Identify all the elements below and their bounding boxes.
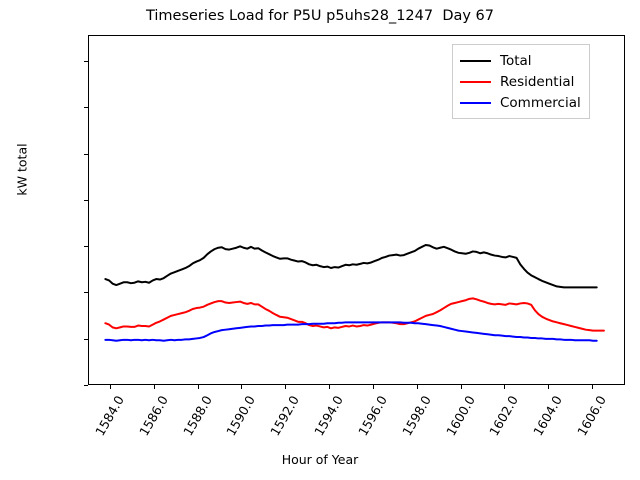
chart-title: Timeseries Load for P5U p5uhs28_1247 Day… (145, 8, 495, 24)
x-tick-mark (372, 385, 374, 389)
x-tick-mark (153, 385, 155, 389)
legend-item-residential[interactable]: Residential (460, 71, 581, 92)
series-line-total (105, 245, 596, 287)
x-tick-mark (329, 385, 331, 389)
legend: Total Residential Commercial (452, 44, 590, 119)
y-tick-mark (84, 292, 88, 294)
legend-label: Total (500, 52, 532, 69)
y-tick-mark (84, 153, 88, 155)
y-tick-mark (84, 107, 88, 109)
y-tick-mark (84, 60, 88, 62)
x-tick-mark (109, 385, 111, 389)
x-tick-mark (460, 385, 462, 389)
x-tick-label: 1596.0 (355, 393, 390, 439)
y-tick-mark (84, 338, 88, 340)
legend-item-commercial[interactable]: Commercial (460, 92, 581, 113)
x-tick-label: 1606.0 (574, 393, 610, 439)
x-tick-label: 1594.0 (311, 393, 347, 439)
x-tick-mark (416, 385, 418, 389)
y-tick-mark (84, 385, 88, 386)
y-axis-label: kW total (14, 143, 30, 196)
x-tick-mark (197, 385, 199, 389)
legend-item-total[interactable]: Total (460, 50, 581, 71)
x-tick-label: 1590.0 (223, 393, 259, 439)
y-tick-mark (84, 199, 88, 201)
x-tick-mark (285, 385, 287, 389)
x-tick-mark (592, 385, 594, 389)
legend-swatch-total (460, 59, 491, 62)
x-tick-label: 1586.0 (135, 393, 171, 439)
series-lines (89, 36, 624, 384)
x-tick-label: 1592.0 (267, 393, 303, 439)
y-tick-mark (84, 246, 88, 248)
x-tick-label: 1588.0 (179, 393, 215, 439)
x-tick-label: 1600.0 (442, 393, 478, 439)
series-line-residential (105, 298, 604, 330)
x-axis-label: Hour of Year (281, 452, 359, 467)
series-line-commercial (105, 322, 596, 340)
legend-label: Residential (500, 73, 575, 90)
x-tick-label: 1604.0 (530, 393, 566, 439)
legend-label: Commercial (500, 94, 581, 111)
x-tick-label: 1602.0 (486, 393, 522, 439)
x-tick-mark (241, 385, 243, 389)
legend-swatch-commercial (460, 101, 491, 104)
x-tick-mark (548, 385, 550, 389)
legend-swatch-residential (460, 80, 491, 83)
x-tick-label: 1598.0 (398, 393, 434, 439)
x-tick-label: 1584.0 (92, 393, 127, 439)
x-tick-mark (504, 385, 506, 389)
